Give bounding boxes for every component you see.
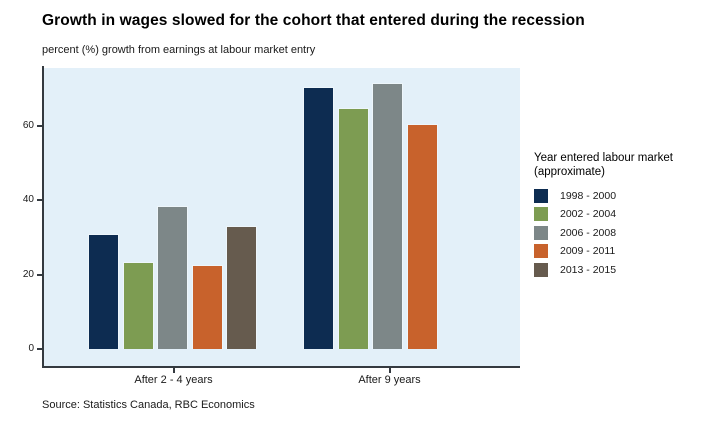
legend-item-2006-2008: 2006 - 2008: [534, 224, 714, 243]
chart-title: Growth in wages slowed for the cohort th…: [42, 12, 585, 29]
legend-swatch-icon: [534, 188, 548, 203]
y-tick-label-40: 40: [22, 194, 34, 206]
bar-after-2-4-years-2006-2008: [157, 206, 188, 349]
legend-label: 2006 - 2008: [560, 226, 617, 239]
legend-title-line2: (approximate): [534, 165, 605, 178]
legend-label: 2009 - 2011: [560, 245, 616, 258]
legend-swatch-icon: [534, 207, 548, 222]
source-note: Source: Statistics Canada, RBC Economics: [42, 399, 255, 411]
x-tick-mark-1: [172, 368, 175, 373]
x-tick-label-2: After 9 years: [358, 374, 421, 386]
legend-items: 1998 - 2000 2002 - 2004 2006 - 2008 2009 - …: [534, 187, 714, 280]
bar-after-2-4-years-2013-2015: [226, 226, 257, 349]
legend-item-2013-2015: 2013 - 2015: [534, 261, 714, 280]
x-tick-mark-2: [388, 368, 391, 373]
y-tick-label-0: 0: [28, 343, 34, 354]
plot-area: [44, 68, 520, 366]
legend-swatch-icon: [534, 262, 548, 277]
x-tick-label-1: After 2 - 4 years: [134, 374, 213, 386]
legend-item-2002-2004: 2002 - 2004: [534, 205, 714, 224]
y-tick-label-20: 20: [22, 268, 34, 280]
legend-title: Year entered labour market (approximate): [534, 152, 714, 180]
x-axis-line: [42, 366, 520, 368]
legend-swatch-icon: [534, 244, 548, 259]
bar-after-2-4-years-2002-2004: [122, 262, 154, 349]
legend-label: 2013 - 2015: [560, 263, 617, 276]
bar-after-9-years-2002-2004: [337, 108, 369, 349]
bar-after-9-years-2006-2008: [372, 83, 403, 349]
legend-label: 2002 - 2004: [560, 208, 617, 221]
y-axis-line: [42, 66, 44, 367]
bar-after-2-4-years-2009-2011: [191, 265, 223, 349]
chart-subtitle: percent (%) growth from earnings at labo…: [42, 44, 316, 56]
bar-after-9-years-2009-2011: [406, 124, 438, 349]
legend: Year entered labour market (approximate)…: [534, 152, 714, 279]
y-tick-mark-40: [37, 199, 42, 202]
y-tick-label-60: 60: [22, 120, 34, 132]
y-tick-mark-0: [37, 348, 42, 350]
y-tick-mark-60: [37, 125, 42, 128]
bar-after-9-years-1998-2000: [303, 87, 334, 349]
y-tick-mark-20: [37, 273, 42, 276]
legend-label: 1998 - 2000: [560, 189, 617, 202]
legend-title-line1: Year entered labour market: [534, 152, 673, 164]
legend-item-1998-2000: 1998 - 2000: [534, 187, 714, 206]
legend-item-2009-2011: 2009 - 2011: [534, 242, 714, 261]
bar-after-2-4-years-1998-2000: [88, 234, 119, 349]
legend-swatch-icon: [534, 225, 548, 240]
